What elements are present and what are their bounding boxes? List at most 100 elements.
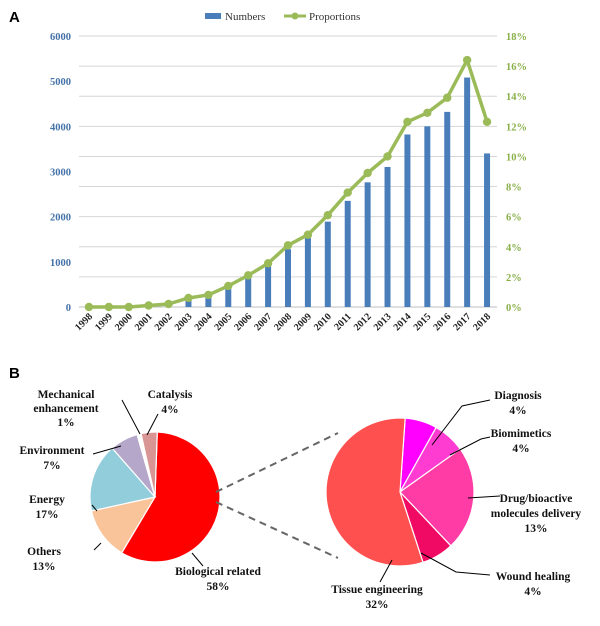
pie-label-line: enhancement (33, 403, 98, 415)
x-tick-label: 2003 (173, 311, 195, 333)
line-point (423, 108, 432, 117)
x-tick-label: 2014 (392, 311, 414, 333)
pie-label-line: 4% (512, 443, 529, 455)
x-tick-label: 2016 (431, 311, 453, 333)
leader-others (93, 542, 102, 551)
bar (265, 266, 272, 307)
pie-slice (140, 431, 158, 498)
y-right-tick-label: 14% (506, 92, 527, 103)
main-pie-chart: Catalysis 4% Mechanical enhancement 1% Enviro… (20, 389, 339, 593)
line-point (443, 93, 452, 102)
connector-bottom (215, 501, 339, 559)
leader-environment (92, 445, 122, 455)
y-right-tick-label: 10% (506, 152, 527, 163)
pie-label-line: Others (27, 546, 61, 558)
leader-catalysis (146, 413, 159, 436)
pie-slice (89, 447, 157, 512)
pie-label-line: Energy (29, 494, 65, 506)
bar (444, 111, 451, 307)
pie-slice (120, 431, 221, 563)
line-point (184, 293, 193, 303)
connector-top (215, 432, 339, 493)
x-tick-label: 2000 (113, 311, 135, 333)
leader-energy (91, 504, 98, 512)
x-tick-label: 2013 (372, 311, 394, 333)
y-left-tick-label: 3000 (50, 168, 71, 179)
line-point (303, 230, 313, 239)
y-right-tick-label: 0% (506, 303, 522, 314)
x-tick-label: 2007 (252, 311, 274, 333)
line-point (84, 302, 94, 312)
bar (245, 277, 252, 307)
bar (225, 288, 232, 307)
y-right-tick-label: 6% (506, 213, 522, 224)
x-tick-label: 2006 (232, 311, 254, 333)
pie-label-line: Biomimetics (491, 428, 552, 440)
pie-label-line: Tissue engineering (331, 584, 423, 596)
y-right-tick-label: 16% (506, 62, 527, 73)
y-left-tick-label: 1000 (50, 258, 71, 269)
x-tick-label: 2009 (292, 311, 314, 333)
line-point (403, 117, 412, 127)
bar (464, 77, 471, 307)
x-tick-label: 2004 (193, 311, 215, 333)
pie-label-line: Catalysis (148, 389, 193, 401)
legend-marker-proportions (291, 12, 299, 20)
line-point (144, 301, 153, 310)
bar (404, 134, 411, 307)
line-point (104, 302, 114, 312)
x-tick-label: 2017 (451, 311, 473, 333)
pie-label-line: 17% (36, 509, 59, 521)
pie-label-line: 4% (509, 405, 526, 417)
line-point (164, 299, 173, 309)
y-left-tick-label: 2000 (50, 213, 71, 224)
legend-label-numbers: Numbers (225, 11, 265, 23)
pie-label-line: 13% (33, 561, 56, 573)
y-right-tick-label: 12% (506, 122, 527, 133)
x-tick-label: 2011 (332, 311, 354, 333)
bar (205, 297, 212, 307)
pie-label-line: 1% (57, 417, 74, 429)
leader-wound (420, 552, 491, 576)
pie-label-line: 7% (43, 460, 60, 472)
legend-swatch-numbers (205, 13, 221, 19)
line-point (263, 259, 273, 268)
pie-label-line: 13% (525, 523, 548, 535)
bar (364, 182, 371, 307)
panel-b-label: B (9, 365, 20, 382)
pie-label-line: 4% (524, 586, 541, 598)
pie-label-line: Environment (20, 445, 85, 457)
leader-biological (191, 552, 204, 567)
leader-biomimetics (449, 436, 491, 456)
bar (344, 200, 351, 307)
y-left-tick-label: 6000 (50, 32, 71, 43)
y-right-tick-label: 8% (506, 183, 522, 194)
x-tick-label: 2001 (133, 311, 155, 333)
y-left-tick-label: 5000 (50, 77, 71, 88)
bar (424, 126, 431, 307)
leader-diagnosis (431, 399, 491, 446)
y-left-tick-label: 4000 (50, 122, 71, 133)
x-tick-label: 2015 (412, 311, 434, 333)
y-right-tick-label: 2% (506, 273, 522, 284)
line-point (283, 241, 293, 250)
bar (384, 166, 391, 307)
pie-label-line: Biological related (175, 566, 261, 578)
bar (324, 221, 331, 307)
line-point (243, 271, 253, 280)
x-tick-label: 2018 (471, 311, 493, 333)
legend-label-proportions: Proportions (309, 11, 360, 23)
line-point (224, 281, 233, 291)
panel-a-label: A (9, 9, 20, 26)
bar (304, 237, 311, 307)
line-point (462, 55, 472, 65)
pie-label-line: Drug/bioactive (500, 493, 573, 505)
x-tick-label: 1999 (93, 311, 115, 333)
x-tick-label: 1998 (73, 311, 95, 333)
leader-mechanical (121, 399, 141, 435)
x-tick-label: 2005 (212, 311, 234, 333)
x-tick-label: 2010 (312, 311, 334, 333)
leader-drug (467, 495, 501, 499)
pie-label-line: Diagnosis (494, 390, 542, 402)
